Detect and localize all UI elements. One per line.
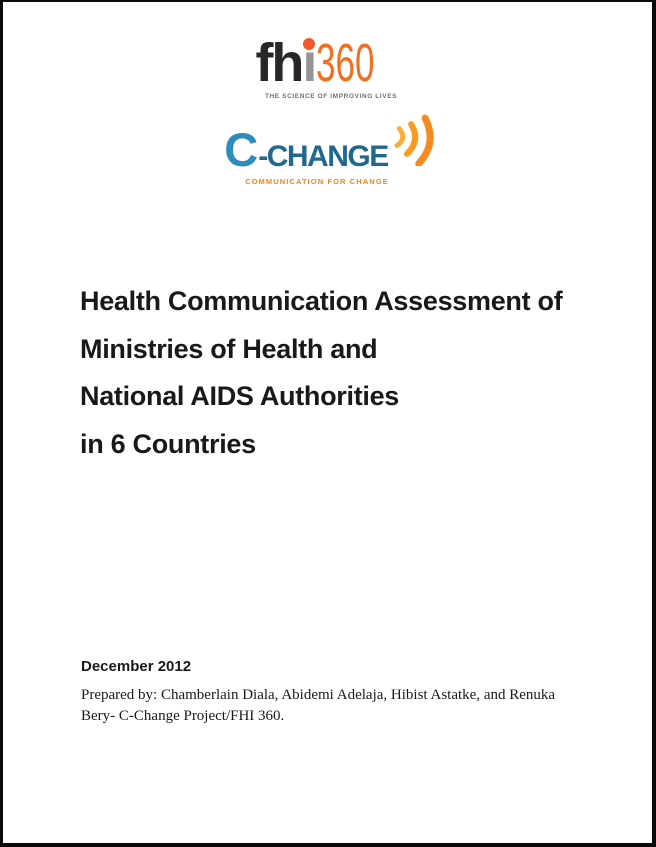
c-change-wordmark: C -CHANGE xyxy=(3,114,652,176)
c-change-tagline: COMMUNICATION FOR CHANGE xyxy=(245,177,389,186)
fhi360-wordmark: fhi 360 xyxy=(255,36,406,90)
fhi360-text-i: i xyxy=(302,36,317,90)
fhi360-i-dot-icon xyxy=(302,38,315,50)
prepared-by-text: Prepared by: Chamberlain Diala, Abidemi … xyxy=(81,687,556,724)
report-title-line-2: Ministries of Health and xyxy=(80,333,378,364)
report-title-line-1: Health Communication Assessment of xyxy=(80,286,563,316)
report-title: Health Communication Assessment of Minis… xyxy=(80,278,600,468)
report-title-line-4: in 6 Countries xyxy=(80,428,256,459)
report-title-line-3: National AIDS Authorities xyxy=(80,381,400,411)
c-change-logo: C -CHANGE COMMUNICATION FOR CHANGE xyxy=(3,114,652,186)
fhi360-text-fh: fh xyxy=(255,33,304,93)
fhi360-tagline: THE SCIENCE OF IMPROVING LIVES xyxy=(264,93,398,100)
fhi360-logo: fhi 360 THE SCIENCE OF IMPROVING LIVES xyxy=(3,36,652,100)
c-change-text-change: -CHANGE xyxy=(258,140,389,173)
c-change-text-c: C xyxy=(224,123,259,176)
fhi360-text-360: 360 xyxy=(316,33,376,93)
signal-arcs-icon xyxy=(394,114,434,166)
publication-date: December 2012 xyxy=(81,658,192,675)
